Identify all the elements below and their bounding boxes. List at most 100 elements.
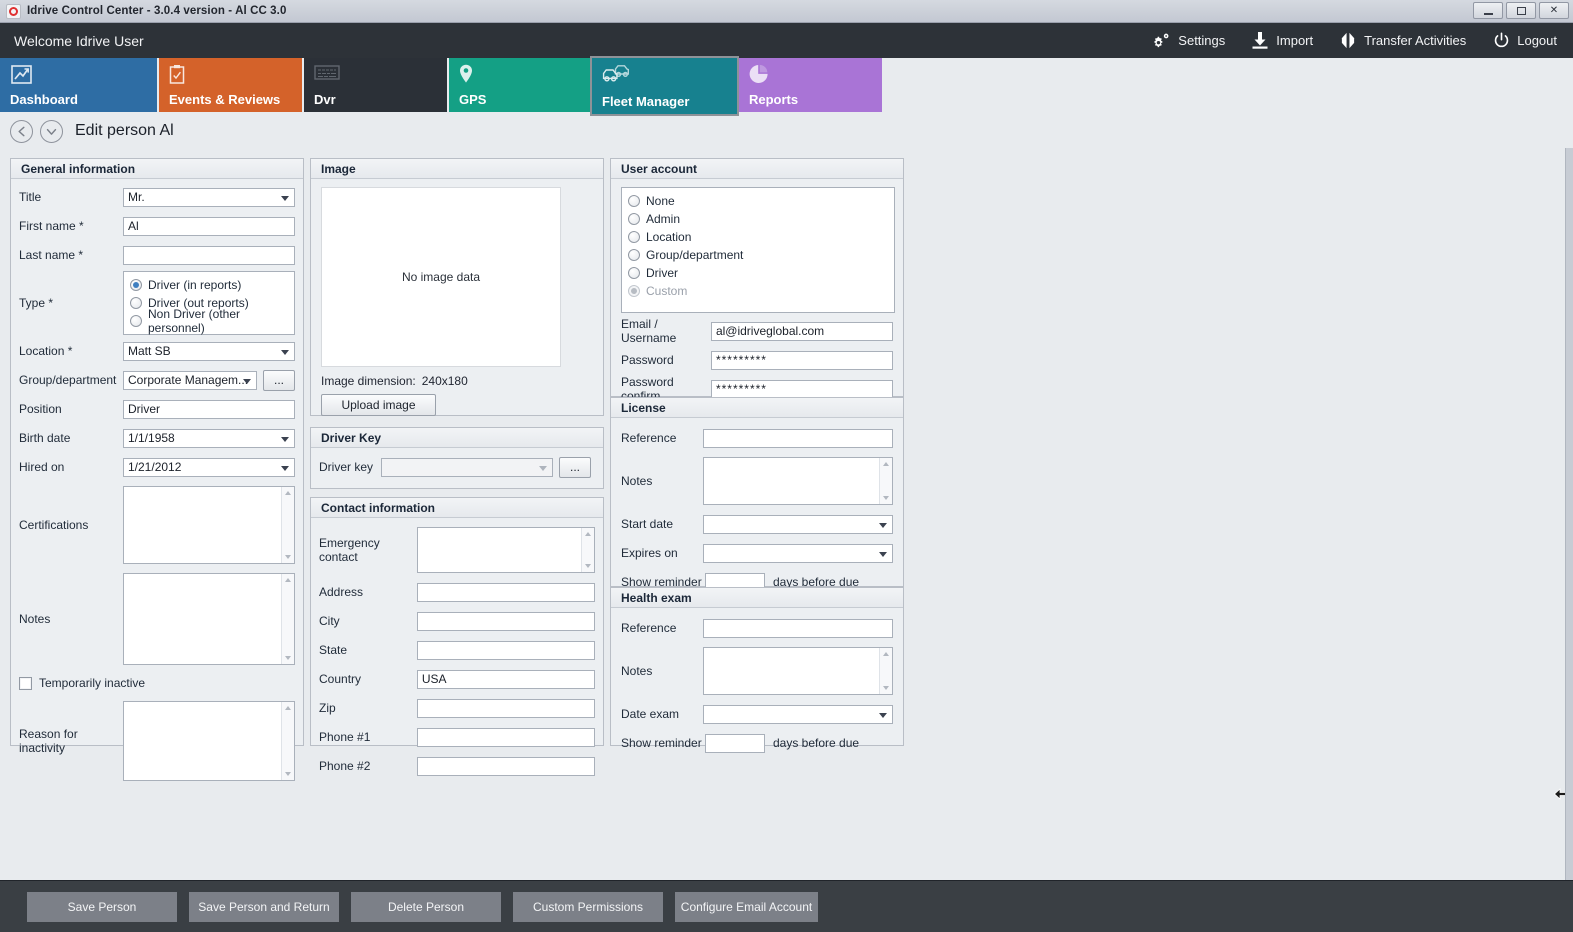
health-reminder-input[interactable] [705,733,765,753]
configure-email-account-button[interactable]: Configure Email Account [675,891,818,922]
phone1-input[interactable] [416,727,595,747]
radio-dot-icon [628,231,640,243]
role-option-group-department[interactable]: Group/department [628,246,888,264]
emergency-contact-scrollbar[interactable] [581,528,594,572]
tab-gps[interactable]: GPS [449,58,590,112]
transfer-activities-menu-item[interactable]: Transfer Activities [1339,32,1466,50]
role-option-5-label: Custom [646,284,688,298]
position-input[interactable]: Driver [123,399,295,419]
title-select[interactable]: Mr. [123,187,295,207]
country-input[interactable]: USA [416,669,595,689]
hired-on-picker[interactable]: 1/21/2012 [123,457,295,477]
temporarily-inactive-checkbox[interactable] [19,676,32,690]
health-notes-textarea[interactable] [703,647,893,695]
arrow-down-circle-icon[interactable] [40,119,63,143]
last-name-row: Last name * [19,243,295,267]
first-name-input[interactable]: Al [123,216,295,236]
license-notes-scrollbar[interactable] [879,458,892,504]
tab-fleet-manager[interactable]: Fleet Manager [590,56,739,116]
address-input[interactable] [416,582,595,602]
save-person-and-return-button[interactable]: Save Person and Return [189,891,339,922]
download-icon [1251,32,1269,50]
phone2-input[interactable] [416,756,595,776]
settings-menu-item[interactable]: Settings [1153,32,1225,50]
role-option-driver[interactable]: Driver [628,264,888,282]
group-department-select[interactable]: Corporate Managem... [123,370,257,390]
reason-for-inactivity-value [124,702,294,706]
arrow-left-circle-icon[interactable] [10,119,33,143]
logout-menu-item[interactable]: Logout [1492,32,1557,50]
close-button[interactable]: ✕ [1539,2,1569,19]
page-vertical-scrollbar[interactable] [1565,148,1573,880]
cars-icon [602,64,725,84]
tab-dashboard-label: Dashboard [10,92,78,107]
license-expires-on-row: Expires on [621,541,893,565]
license-expires-on-picker[interactable] [703,543,893,563]
radio-dot-icon [628,285,640,297]
last-name-label: Last name * [19,248,84,262]
tab-events-reviews[interactable]: Events & Reviews [159,58,302,112]
driver-key-select[interactable] [381,457,553,477]
health-date-exam-picker[interactable] [703,704,893,724]
birth-date-picker[interactable]: 1/1/1958 [123,428,295,448]
certifications-textarea[interactable] [123,486,295,564]
country-label: Country [319,672,362,686]
minimize-button[interactable] [1473,2,1503,19]
birth-date-row: Birth date 1/1/1958 [19,426,295,450]
user-account-panel: User account None Admin Location Group/d [610,158,904,403]
reason-scrollbar[interactable] [281,702,294,780]
type-option-driver-in-reports[interactable]: Driver (in reports) [130,276,288,294]
health-reminder-suffix: days before due [773,736,860,750]
tab-reports[interactable]: Reports [739,58,882,112]
state-input[interactable] [416,640,595,660]
certifications-scrollbar[interactable] [281,487,294,563]
zip-input[interactable] [416,698,595,718]
delete-person-button[interactable]: Delete Person [351,891,501,922]
hired-on-label: Hired on [19,460,65,474]
license-start-date-picker[interactable] [703,514,893,534]
last-name-input[interactable] [123,245,295,265]
save-person-button[interactable]: Save Person [27,891,177,922]
driver-key-browse-button[interactable]: ... [559,456,591,478]
role-option-location[interactable]: Location [628,228,888,246]
map-pin-icon [459,64,578,84]
settings-menu-label: Settings [1178,33,1226,48]
health-notes-scrollbar[interactable] [879,648,892,694]
password-input[interactable]: ********* [710,350,893,370]
emergency-contact-textarea[interactable] [416,527,595,573]
type-option-1-label: Driver (out reports) [148,296,249,310]
temporarily-inactive-row[interactable]: Temporarily inactive [19,672,295,694]
window-title: Idrive Control Center - 3.0.4 version - … [27,5,287,17]
general-information-panel: General information Title Mr. First name… [10,158,304,781]
maximize-button[interactable] [1506,2,1536,19]
type-option-2-label: Non Driver (other personnel) [148,307,241,335]
location-row: Location * Matt SB [19,339,295,363]
role-option-none[interactable]: None [628,192,888,210]
group-department-browse-button[interactable]: ... [263,369,295,391]
notes-scrollbar[interactable] [281,574,294,664]
import-menu-item[interactable]: Import [1251,32,1313,50]
reason-for-inactivity-textarea[interactable] [123,701,295,781]
upload-image-button[interactable]: Upload image [321,394,436,416]
tab-dvr[interactable]: Dvr [304,58,447,112]
custom-permissions-button[interactable]: Custom Permissions [513,891,663,922]
license-expires-on-label: Expires on [621,546,678,560]
tab-reports-label: Reports [749,92,799,107]
type-option-non-driver[interactable]: Non Driver (other personnel) [130,307,288,335]
tab-dashboard[interactable]: Dashboard [0,58,157,112]
location-select[interactable]: Matt SB [123,341,295,361]
email-input[interactable]: al@idriveglobal.com [710,321,893,341]
type-label: Type * [19,296,54,310]
health-notes-value [704,648,892,652]
license-reference-input[interactable] [703,428,893,448]
health-reference-input[interactable] [703,618,893,638]
license-notes-textarea[interactable] [703,457,893,505]
city-input[interactable] [416,611,595,631]
health-exam-panel-title: Health exam [611,588,903,608]
password-confirm-input[interactable]: ********* [710,379,893,399]
type-option-driver-out-reports[interactable]: Driver (out reports) [130,294,288,312]
license-notes-value [704,458,892,462]
role-option-admin[interactable]: Admin [628,210,888,228]
license-reference-row: Reference [621,426,893,450]
notes-textarea[interactable] [123,573,295,665]
